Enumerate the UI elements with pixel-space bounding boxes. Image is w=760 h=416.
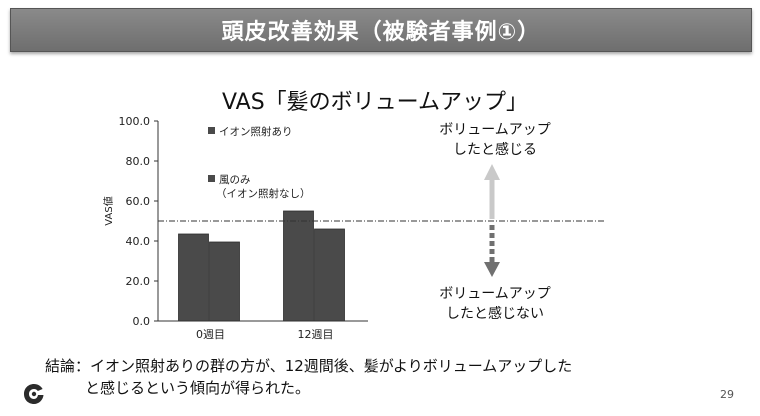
legend-item-wind: 風のみ [208,172,251,187]
y-tick-label: 20.0 [126,275,151,288]
y-axis-label: VAS値 [102,196,115,225]
y-tick-label: 100.0 [119,115,151,128]
legend-label-wind-note: （イオン照射なし） [216,188,311,200]
y-tick-label: 0.0 [133,315,151,328]
chart-title: VAS「髪のボリュームアップ」 [222,90,528,115]
annotation-up-line1: ボリュームアップ [439,122,551,138]
conclusion-text: 結論：イオン照射ありの群の方が、12週間後、髪がよりボリュームアップした と感じ… [45,355,572,399]
conclusion-line1: 結論：イオン照射ありの群の方が、12週間後、髪がよりボリュームアップした [45,357,573,375]
annotation-down-line2: したと感じない [446,306,544,322]
legend-label-wind: 風のみ [219,174,251,186]
y-tick-label: 40.0 [126,235,151,248]
page-number: 29 [720,388,734,401]
annotation-up: ボリュームアップ したと感じる [425,120,565,160]
arrow-up-head [484,164,500,180]
bar [283,210,314,322]
x-tick-label: 12週目 [298,328,334,341]
legend-label-ion: イオン照射あり [219,126,293,138]
title-bar: 頭皮改善効果（被験者事例①） [10,8,752,52]
company-logo-icon [24,384,44,404]
bar [314,228,345,322]
x-tick-label: 0週目 [196,328,225,341]
legend-swatch-ion [208,127,215,134]
legend-item-ion: イオン照射あり [208,124,293,139]
annotation-up-line2: したと感じる [453,142,537,158]
legend-swatch-wind [208,175,215,182]
annotation-down: ボリュームアップ したと感じない [425,284,565,324]
y-tick-label: 80.0 [126,155,151,168]
y-tick-label: 60.0 [126,195,151,208]
arrow-down-head [484,262,500,277]
bar [178,233,209,322]
annotation-down-line1: ボリュームアップ [439,286,551,302]
slide-title: 頭皮改善効果（被験者事例①） [221,20,541,45]
bar [209,241,240,322]
conclusion-line2: と感じるという傾向が得られた。 [85,379,311,397]
